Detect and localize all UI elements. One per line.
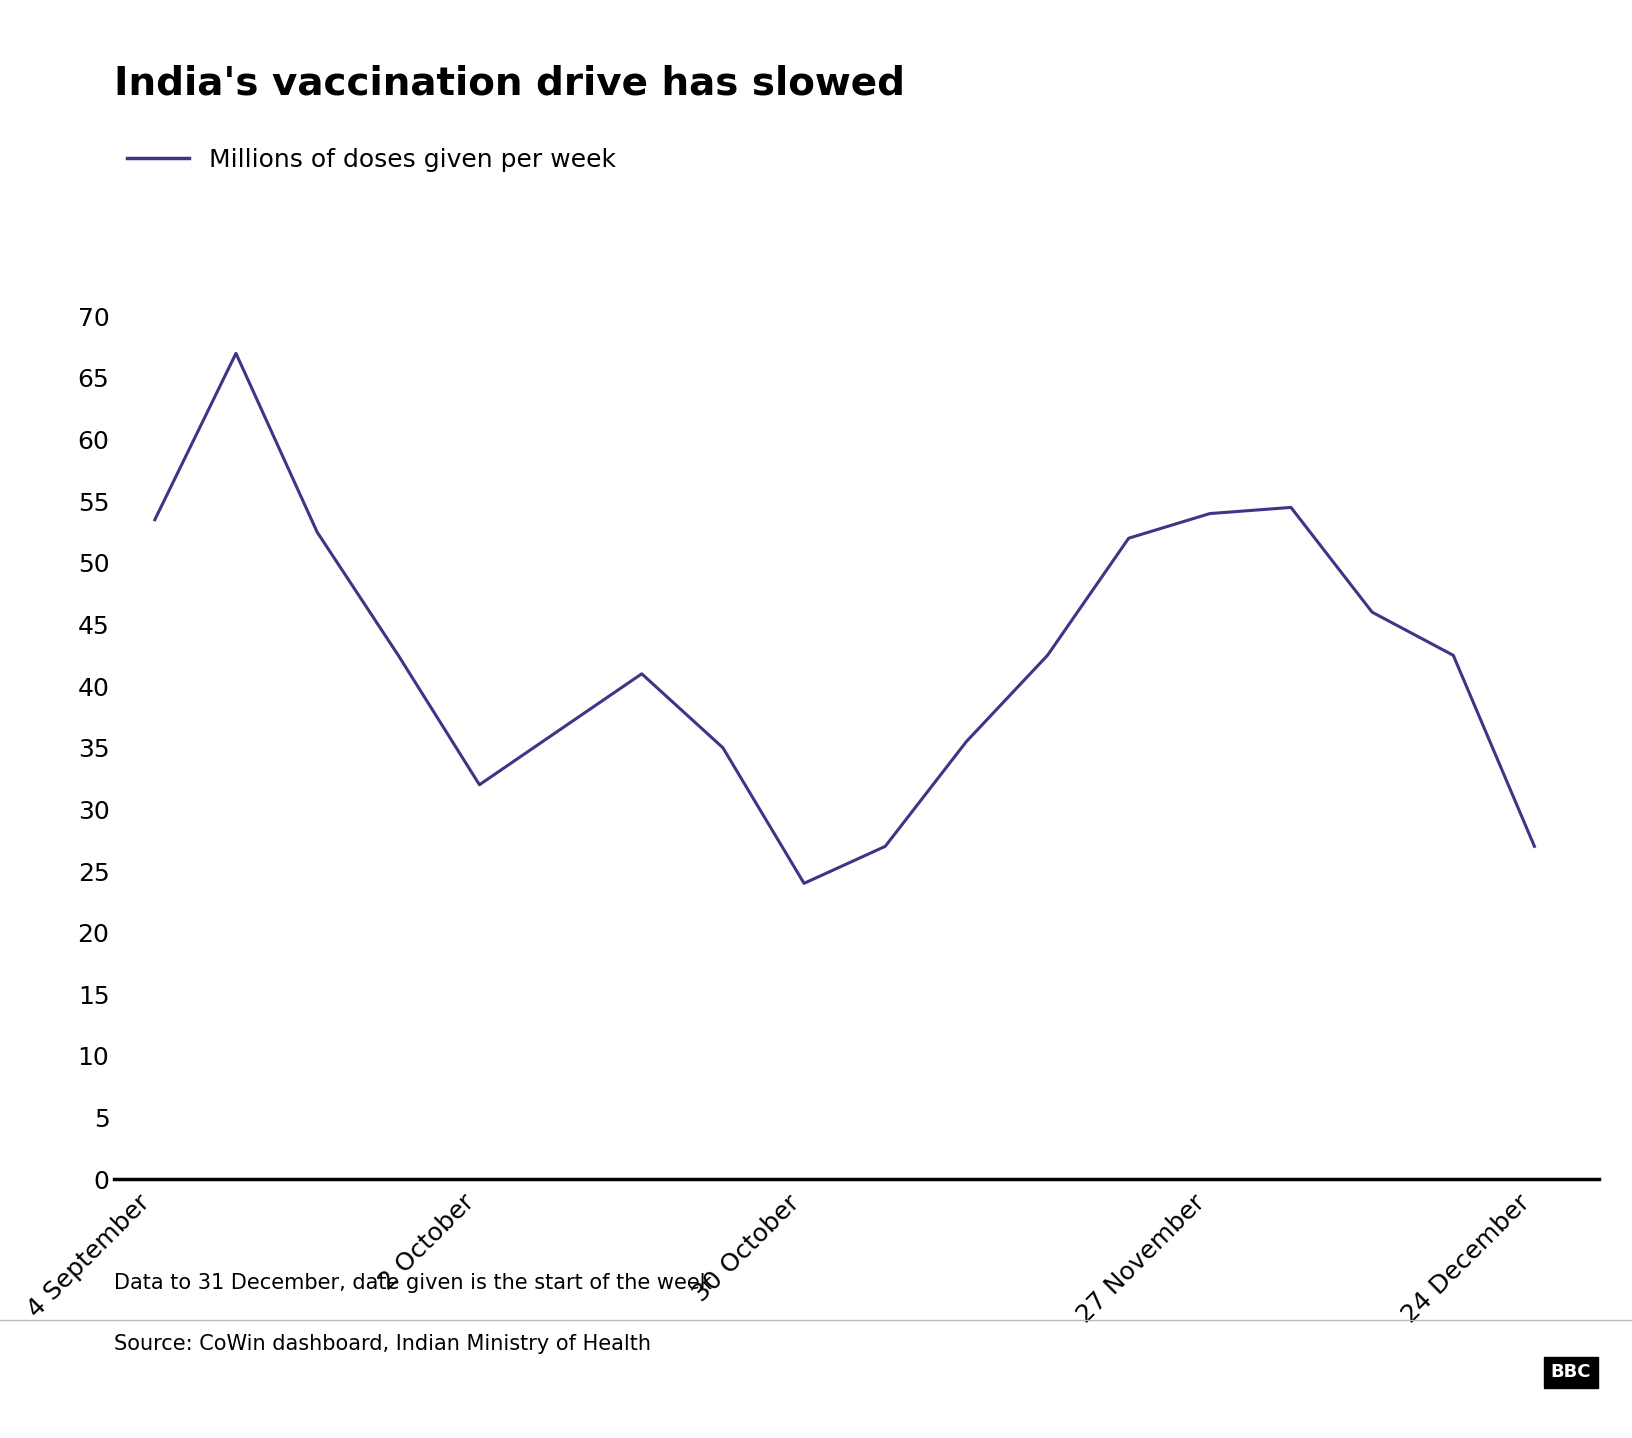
Text: Data to 31 December, date given is the start of the week: Data to 31 December, date given is the s… [114, 1273, 712, 1293]
Legend: Millions of doses given per week: Millions of doses given per week [127, 148, 617, 171]
Text: BBC: BBC [1550, 1363, 1591, 1382]
Text: India's vaccination drive has slowed: India's vaccination drive has slowed [114, 65, 906, 102]
Text: Source: CoWin dashboard, Indian Ministry of Health: Source: CoWin dashboard, Indian Ministry… [114, 1334, 651, 1355]
